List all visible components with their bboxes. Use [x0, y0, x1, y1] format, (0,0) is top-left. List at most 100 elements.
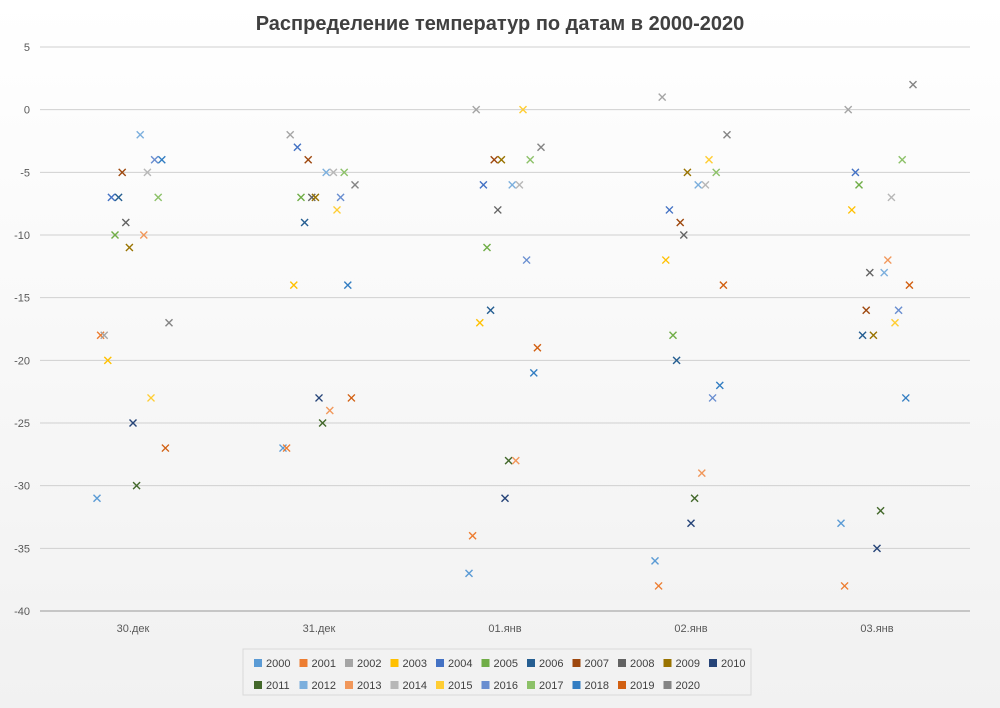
data-point — [307, 193, 316, 202]
legend-swatch — [436, 659, 444, 667]
y-tick-label: -10 — [14, 230, 30, 242]
data-point — [143, 168, 152, 177]
data-point — [111, 231, 119, 239]
legend-swatch — [390, 659, 399, 667]
data-point — [855, 180, 863, 189]
legend-swatch — [527, 659, 535, 667]
data-point — [537, 143, 545, 152]
legend-item: 2010 — [709, 658, 745, 670]
data-point — [121, 218, 130, 227]
data-point — [665, 205, 674, 214]
legend-swatch — [254, 681, 262, 689]
data-point — [683, 168, 692, 177]
data-point — [901, 393, 910, 402]
legend-item: 2015 — [436, 680, 472, 692]
data-point — [472, 105, 481, 114]
data-point — [501, 494, 509, 503]
data-point — [165, 318, 173, 327]
x-tick-label: 30.дек — [117, 623, 150, 635]
data-point — [468, 531, 477, 540]
legend-swatch — [390, 681, 399, 689]
data-point — [139, 231, 148, 239]
data-point — [658, 93, 667, 102]
data-point — [311, 193, 320, 202]
data-point — [497, 155, 506, 164]
legend-item: 2011 — [254, 680, 290, 692]
legend-label: 2003 — [403, 658, 427, 670]
data-point — [157, 155, 166, 164]
data-point — [322, 168, 331, 177]
y-tick-label: -35 — [14, 543, 30, 555]
y-tick-label: -15 — [14, 293, 30, 305]
data-point — [103, 356, 112, 365]
data-point — [661, 256, 670, 265]
data-point — [894, 306, 903, 315]
data-point — [511, 456, 520, 465]
legend-item: 2005 — [481, 658, 518, 670]
legend-item: 2002 — [345, 658, 381, 670]
data-point — [651, 556, 659, 565]
legend-label: 2014 — [403, 680, 427, 692]
data-point — [708, 393, 717, 402]
legend-item: 2008 — [618, 658, 654, 670]
legend-label: 2006 — [539, 658, 563, 670]
data-point — [715, 381, 724, 390]
data-point — [315, 393, 323, 402]
data-point — [336, 193, 345, 202]
data-point — [154, 193, 163, 202]
data-point — [905, 281, 914, 290]
data-point — [343, 281, 352, 290]
y-tick-label: -20 — [14, 355, 30, 367]
legend-item: 2003 — [390, 658, 427, 670]
data-point — [96, 331, 105, 340]
data-point — [515, 180, 524, 189]
data-point — [694, 180, 703, 189]
data-point — [289, 281, 298, 290]
x-axis-tick-labels: 30.дек 31.дек 01.янв 02.янв 03.янв — [117, 623, 894, 635]
data-point — [519, 105, 527, 114]
data-point — [475, 318, 484, 327]
legend-swatch — [572, 681, 581, 689]
legend-item: 2001 — [299, 658, 336, 670]
legend-label: 2020 — [676, 680, 700, 692]
data-point — [522, 256, 531, 265]
legend-item: 2013 — [345, 680, 381, 692]
data-point — [508, 180, 517, 189]
data-point — [687, 519, 695, 528]
data-point — [465, 569, 473, 578]
data-point — [529, 368, 538, 377]
legend-item: 2006 — [527, 658, 563, 670]
data-point — [490, 155, 499, 164]
legend-label: 2004 — [448, 658, 472, 670]
data-point — [533, 343, 542, 352]
data-points — [93, 80, 917, 590]
data-point — [851, 168, 860, 177]
data-point — [483, 243, 491, 252]
legend-item: 2004 — [436, 658, 472, 670]
legend-swatch — [345, 659, 353, 667]
legend-item: 2017 — [527, 680, 563, 692]
chart-title: Распределение температур по датам в 2000… — [256, 13, 745, 35]
legend-label: 2000 — [266, 658, 290, 670]
data-point — [679, 231, 688, 239]
legend-swatch — [481, 681, 490, 689]
legend-item: 2019 — [618, 680, 654, 692]
legend-label: 2011 — [266, 680, 290, 692]
x-tick-label: 31.дек — [303, 623, 336, 635]
data-point — [93, 494, 101, 503]
y-tick-label: -25 — [14, 418, 30, 430]
legend-label: 2012 — [312, 680, 336, 692]
x-tick-label: 02.янв — [674, 623, 707, 635]
data-point — [351, 180, 359, 189]
legend-label: 2005 — [494, 658, 518, 670]
data-point — [150, 155, 159, 164]
data-point — [493, 205, 502, 214]
data-point — [125, 243, 134, 252]
legend-swatch — [345, 681, 353, 689]
data-point — [862, 306, 871, 315]
data-point — [300, 218, 309, 227]
data-point — [654, 581, 663, 590]
legend-label: 2008 — [630, 658, 654, 670]
legend: 2000 2001 2002 2003 2004 2005 2006 2007 2008 2009… — [242, 648, 752, 696]
